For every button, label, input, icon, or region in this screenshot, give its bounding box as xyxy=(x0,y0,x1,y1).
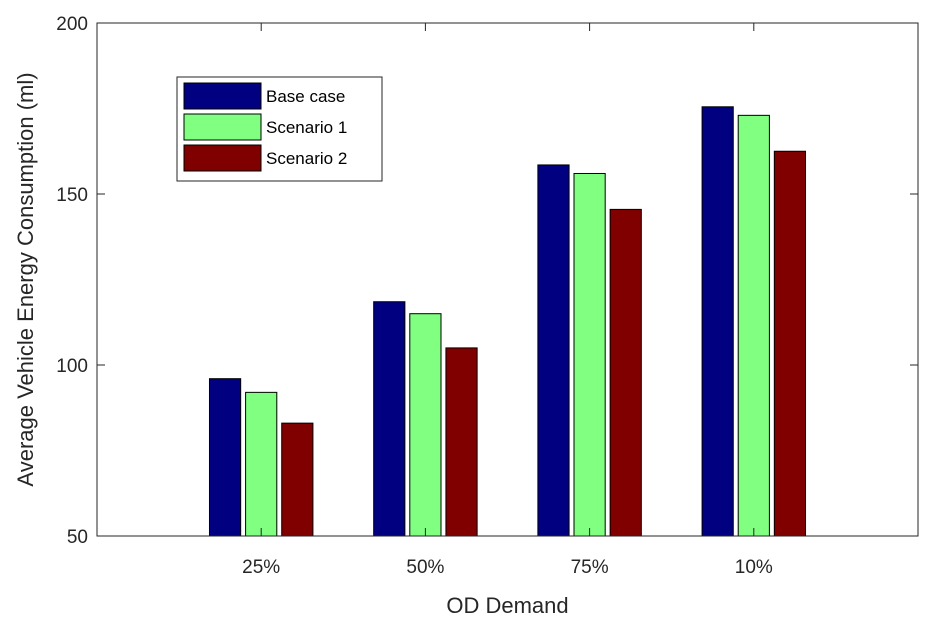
y-axis-title: Average Vehicle Energy Consumption (ml) xyxy=(13,72,38,486)
bar-base-case-3 xyxy=(537,164,570,537)
legend-swatch xyxy=(183,113,262,141)
x-tick-label: 25% xyxy=(242,557,280,578)
legend-label: Base case xyxy=(266,87,345,106)
axes-layer xyxy=(96,22,919,537)
bar-scenario-2-4 xyxy=(773,150,807,537)
bar-scenario-2-3 xyxy=(609,208,642,537)
bar-base-case-4 xyxy=(701,106,734,537)
x-axis-ticks: 25% 50% 75% 10% xyxy=(242,23,773,578)
x-tick-label: 75% xyxy=(571,557,609,578)
legend-label: Scenario 2 xyxy=(266,149,347,168)
bar-scenario-2-1 xyxy=(281,422,314,537)
y-tick-label: 200 xyxy=(56,14,88,35)
x-axis-title: OD Demand xyxy=(446,593,568,618)
bar-scenario-1-1 xyxy=(245,391,278,537)
x-tick-label: 10% xyxy=(735,557,773,578)
y-tick-label: 50 xyxy=(67,527,88,548)
bar-base-case-2 xyxy=(373,301,406,537)
bar-scenario-1-2 xyxy=(409,313,442,537)
legend-entries: Base case Scenario 1 Scenario 2 xyxy=(183,82,347,172)
bar-scenario-1-3 xyxy=(573,172,606,537)
bar-scenario-2-2 xyxy=(445,347,478,537)
y-axis-ticks: 50 100 150 200 xyxy=(56,14,918,548)
legend-swatch xyxy=(183,144,262,172)
bar-base-case-1 xyxy=(208,378,242,537)
x-tick-label: 50% xyxy=(406,557,444,578)
bars-layer xyxy=(208,106,807,537)
bar-scenario-1-4 xyxy=(737,114,770,537)
y-tick-label: 150 xyxy=(56,185,88,206)
y-tick-label: 100 xyxy=(56,356,88,377)
plot-frame xyxy=(96,22,919,537)
legend: Base case Scenario 1 Scenario 2 xyxy=(176,76,383,182)
legend-swatch xyxy=(183,82,262,110)
legend-label: Scenario 1 xyxy=(266,118,347,137)
